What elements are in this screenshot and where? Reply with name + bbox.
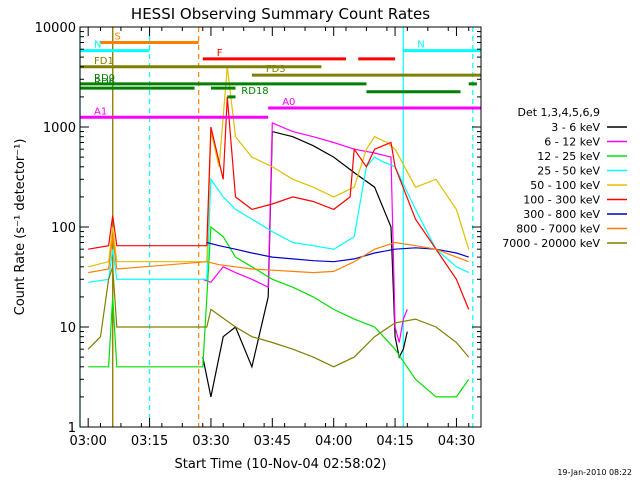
state-bar-label: N	[417, 40, 424, 51]
series-line	[88, 66, 470, 268]
x-axis-label: Start Time (10-Nov-04 02:58:02)	[175, 457, 387, 472]
x-tick-label: 03:00	[69, 434, 106, 449]
footer-timestamp: 19-Jan-2010 08:22	[557, 468, 632, 477]
state-bar-label: RD18	[241, 86, 268, 97]
state-bar-label: S	[114, 31, 120, 42]
legend-entry-label: 800 - 7000 keV	[516, 223, 600, 236]
x-tick-label: 04:30	[438, 434, 475, 449]
series-line	[87, 266, 470, 368]
legend-entry-label: 12 - 25 keV	[537, 150, 600, 163]
x-tick-label: 04:00	[315, 434, 352, 449]
legend-entry-label: 50 - 100 keV	[530, 179, 600, 192]
series-line	[88, 236, 469, 274]
state-bar-label: RD0	[94, 73, 115, 84]
series-line	[88, 156, 469, 283]
state-bar-label: N	[94, 40, 101, 51]
legend-entry-label: 3 - 6 keV	[551, 121, 600, 134]
state-bar-label: RD6	[94, 77, 115, 88]
x-tick-label: 03:15	[131, 434, 168, 449]
legend-title: Det 1,3,4,5,6,9	[517, 106, 600, 119]
x-tick-label: 04:15	[376, 434, 413, 449]
x-tick-label: 03:45	[254, 434, 291, 449]
y-axis-label: Count Rate (s⁻¹ detector⁻¹)	[13, 139, 28, 316]
state-bar-label: A1	[94, 106, 107, 117]
series-line	[202, 122, 408, 343]
y-tick-label: 100	[51, 221, 76, 236]
state-bar-label: FD3	[266, 64, 286, 75]
state-bar-label: A0	[282, 97, 295, 108]
series-line	[206, 241, 469, 263]
legend-entry-label: 300 - 800 keV	[523, 208, 600, 221]
y-tick-label: 10000	[35, 21, 76, 36]
legend-entry-label: 100 - 300 keV	[523, 194, 600, 207]
legend-entry-label: 25 - 50 keV	[537, 165, 600, 178]
legend-entry-label: 6 - 12 keV	[544, 136, 600, 149]
x-tick-label: 03:30	[192, 434, 229, 449]
series-line	[88, 96, 470, 310]
state-bar-label: FD1	[94, 56, 114, 67]
y-tick-label: 10	[59, 321, 76, 336]
chart-title: HESSI Observing Summary Count Rates	[131, 5, 430, 23]
state-bar-label: F	[217, 48, 223, 59]
legend-entry-label: 7000 - 20000 keV	[502, 237, 600, 250]
series-line	[88, 225, 470, 398]
y-tick-label: 1000	[43, 121, 76, 136]
y-tick-label: 1	[68, 421, 76, 436]
series-line	[202, 130, 408, 398]
